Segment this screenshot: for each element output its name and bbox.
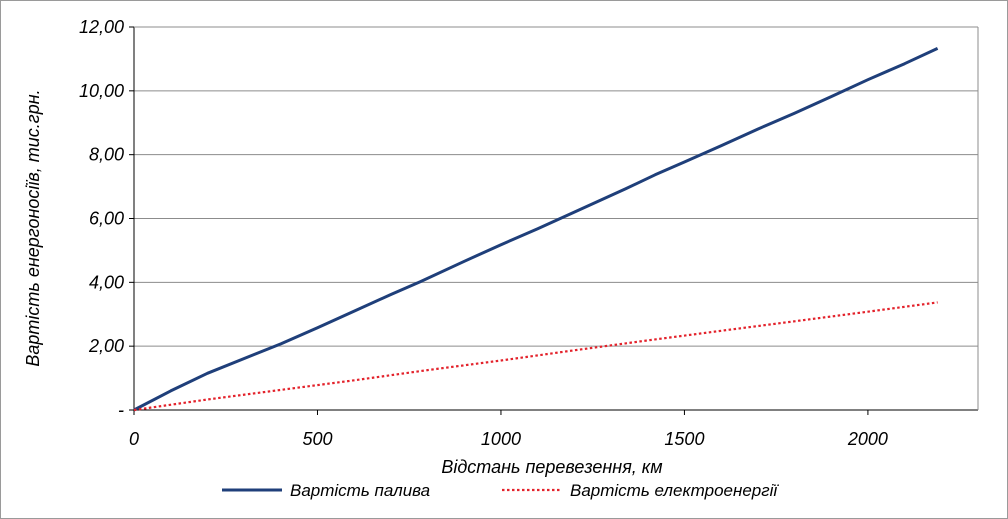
- legend-label: Вартість палива: [290, 481, 430, 500]
- legend: Вартість палива Вартість електроенергії: [222, 481, 779, 500]
- x-tick-label: 500: [302, 429, 332, 449]
- x-tick-label: 1500: [664, 429, 704, 449]
- axes: [129, 26, 979, 415]
- y-tick-label: 10,00: [79, 81, 124, 101]
- x-axis-title: Відстань перевезення, км: [441, 457, 662, 477]
- y-tick-label: 6,00: [89, 209, 124, 229]
- y-tick-label: 12,00: [79, 17, 124, 37]
- x-tick-labels: 0 500 1000 1500 2000: [129, 429, 888, 449]
- gridlines: [134, 26, 978, 347]
- y-axis-title: Вартість енергоносіїв, тис.грн.: [23, 89, 43, 366]
- y-tick-labels: - 2,00 4,00 6,00 8,00 10,00 12,00: [79, 17, 124, 420]
- y-tick-label: 4,00: [89, 272, 124, 292]
- y-tick-label: -: [118, 400, 124, 420]
- y-tick-label: 8,00: [89, 145, 124, 165]
- x-tick-label: 1000: [481, 429, 521, 449]
- series-lines: [133, 47, 939, 412]
- x-tick-label: 0: [129, 429, 139, 449]
- series-line-fuel-cost: [133, 47, 939, 412]
- y-tick-label: 2,00: [88, 336, 124, 356]
- x-tick-label: 2000: [847, 429, 888, 449]
- series-line-electricity-cost: [133, 301, 938, 412]
- legend-label: Вартість електроенергії: [570, 481, 779, 500]
